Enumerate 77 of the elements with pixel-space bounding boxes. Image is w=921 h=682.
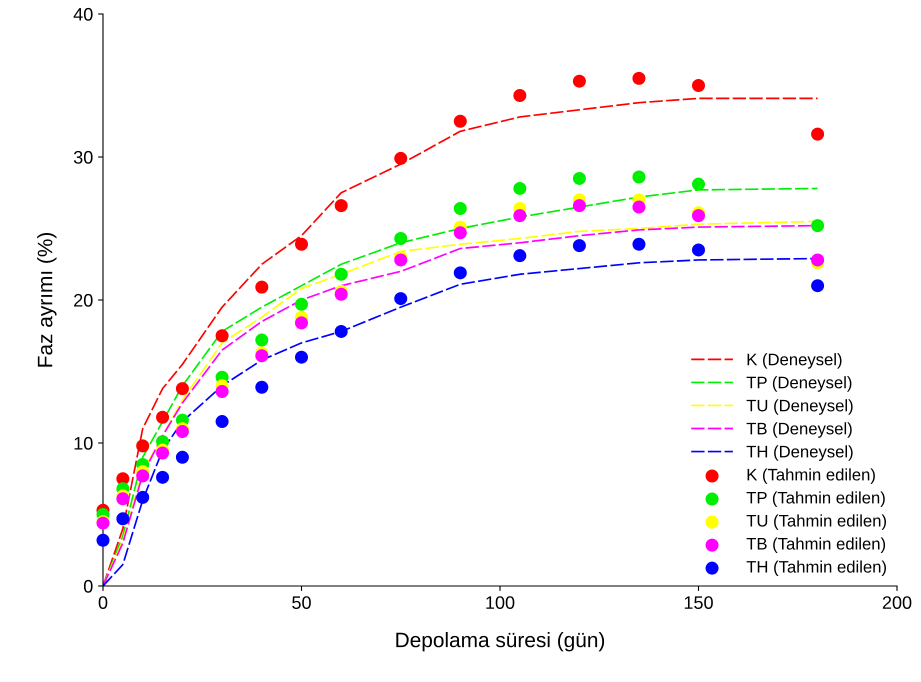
point	[513, 89, 526, 102]
point	[255, 380, 268, 394]
point	[156, 446, 170, 460]
point	[632, 200, 646, 214]
legend-label: TH (Tahmin edilen)	[746, 560, 886, 576]
point	[334, 268, 348, 281]
point	[454, 226, 467, 240]
point	[136, 490, 150, 504]
legend-label: TU (Tahmin edilen)	[746, 514, 886, 530]
point	[176, 425, 189, 438]
legend-label: TP (Deneysel)	[746, 376, 852, 392]
point	[572, 172, 586, 185]
point	[294, 238, 308, 251]
point	[216, 329, 229, 342]
point	[156, 470, 170, 484]
legend-label: TB (Tahmin edilen)	[746, 537, 886, 553]
point	[692, 178, 706, 191]
point	[811, 128, 824, 141]
point	[692, 78, 706, 92]
point	[454, 202, 467, 215]
point	[454, 114, 467, 128]
y-tick-label: 20	[74, 294, 93, 307]
point	[811, 253, 824, 266]
legend-label: K (Deneysel)	[748, 353, 842, 369]
point	[96, 534, 110, 547]
legend-label: TU (Deneysel)	[746, 399, 853, 415]
point	[255, 280, 268, 294]
point	[216, 385, 229, 398]
point	[294, 298, 308, 311]
point	[811, 279, 824, 292]
point	[116, 492, 130, 506]
point	[176, 450, 189, 464]
y-tick-label: 30	[74, 150, 93, 164]
point	[513, 249, 526, 262]
point	[513, 209, 526, 222]
y-tick-label: 10	[74, 436, 93, 450]
point	[394, 292, 408, 306]
point	[513, 182, 526, 195]
x-tick-label: 50	[292, 596, 311, 609]
point	[811, 219, 824, 232]
x-tick-label: 200	[882, 596, 912, 609]
point	[454, 266, 467, 280]
point	[632, 238, 646, 251]
y-tick-label: 40	[74, 8, 93, 21]
point	[572, 74, 586, 88]
point	[334, 288, 348, 301]
legend-label: TH (Deneysel)	[746, 445, 853, 461]
point	[394, 152, 408, 165]
point	[394, 232, 408, 246]
point	[255, 349, 268, 362]
point	[156, 410, 170, 424]
point	[116, 512, 130, 526]
y-axis-title: Faz ayrımı (%)	[37, 233, 57, 367]
x-tick-label: 100	[486, 596, 514, 609]
point	[216, 415, 229, 428]
point	[255, 334, 268, 347]
point	[572, 199, 586, 212]
legend-label: TB (Deneysel)	[746, 422, 852, 438]
point	[136, 439, 150, 452]
point	[334, 324, 348, 338]
point	[334, 199, 348, 212]
point	[136, 469, 150, 482]
x-tick-label: 0	[98, 596, 108, 609]
legend-label: K (Tahmin edilen)	[748, 468, 875, 484]
x-axis-title: Depolama süresi (gün)	[396, 632, 604, 652]
x-tick-label: 150	[684, 596, 713, 609]
point	[632, 170, 646, 184]
point	[692, 209, 706, 222]
point	[294, 316, 308, 330]
legend-label: TP (Tahmin edilen)	[746, 491, 885, 507]
point	[394, 253, 408, 266]
point	[692, 243, 706, 256]
point	[294, 350, 308, 364]
point	[176, 382, 189, 396]
y-tick-label: 0	[84, 580, 93, 593]
point	[632, 72, 646, 85]
point	[572, 239, 586, 252]
